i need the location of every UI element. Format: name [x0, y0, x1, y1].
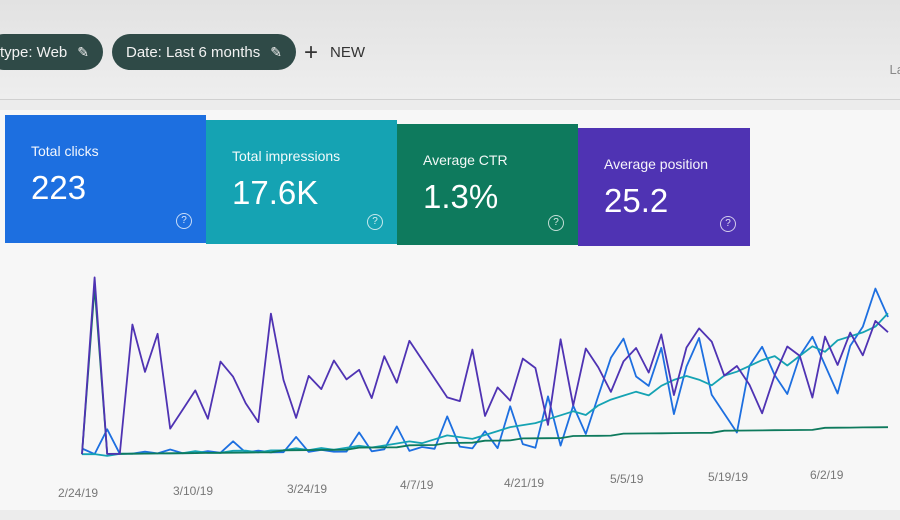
metric-value: 223 — [31, 169, 87, 206]
filter-chip-search-type[interactable]: type: Web ✎ — [0, 34, 103, 70]
pencil-icon[interactable]: ✎ — [270, 43, 282, 60]
series-line-total-clicks — [81, 287, 889, 456]
series-line-average-ctr — [81, 285, 889, 455]
new-filter-button[interactable]: + NEW — [304, 38, 366, 66]
edge-text: La — [889, 62, 900, 77]
metric-label: Total impressions — [232, 148, 341, 164]
metric-label: Total clicks — [31, 143, 99, 159]
filter-label: Date: Last 6 months — [126, 43, 261, 61]
x-tick-label: 2/24/19 — [58, 486, 99, 500]
x-tick-label: 5/5/19 — [610, 472, 644, 486]
metric-value: 1.3% — [423, 178, 499, 215]
metric-card-total-impressions[interactable]: Total impressions 17.6K ? — [206, 120, 397, 244]
help-icon[interactable]: ? — [176, 213, 192, 229]
x-tick-label: 3/24/19 — [287, 482, 328, 496]
series-line-average-position — [81, 276, 889, 455]
pencil-icon[interactable]: ✎ — [77, 43, 89, 60]
metric-label: Average CTR — [423, 152, 508, 168]
x-tick-label: 6/2/19 — [810, 468, 844, 482]
new-label: NEW — [330, 44, 366, 61]
metric-value: 25.2 — [604, 182, 669, 219]
x-tick-label: 4/7/19 — [400, 478, 434, 492]
x-tick-label: 5/19/19 — [708, 470, 749, 484]
filter-bar: type: Web ✎ Date: Last 6 months ✎ + NEW … — [0, 0, 900, 100]
plus-icon: + — [304, 38, 319, 66]
x-tick-label: 4/21/19 — [504, 476, 545, 490]
series-line-total-impressions — [81, 312, 889, 457]
filter-chip-date[interactable]: Date: Last 6 months ✎ — [112, 34, 296, 70]
help-icon[interactable]: ? — [720, 216, 736, 232]
help-icon[interactable]: ? — [367, 214, 383, 230]
filter-label: type: Web — [0, 43, 68, 61]
help-icon[interactable]: ? — [548, 215, 564, 231]
metric-card-average-ctr[interactable]: Average CTR 1.3% ? — [397, 124, 578, 245]
metric-card-average-position[interactable]: Average position 25.2 ? — [578, 128, 750, 246]
metric-card-total-clicks[interactable]: Total clicks 223 ? — [5, 115, 206, 243]
metric-value: 17.6K — [232, 174, 319, 211]
metric-label: Average position — [604, 156, 709, 172]
x-tick-label: 3/10/19 — [173, 484, 214, 498]
